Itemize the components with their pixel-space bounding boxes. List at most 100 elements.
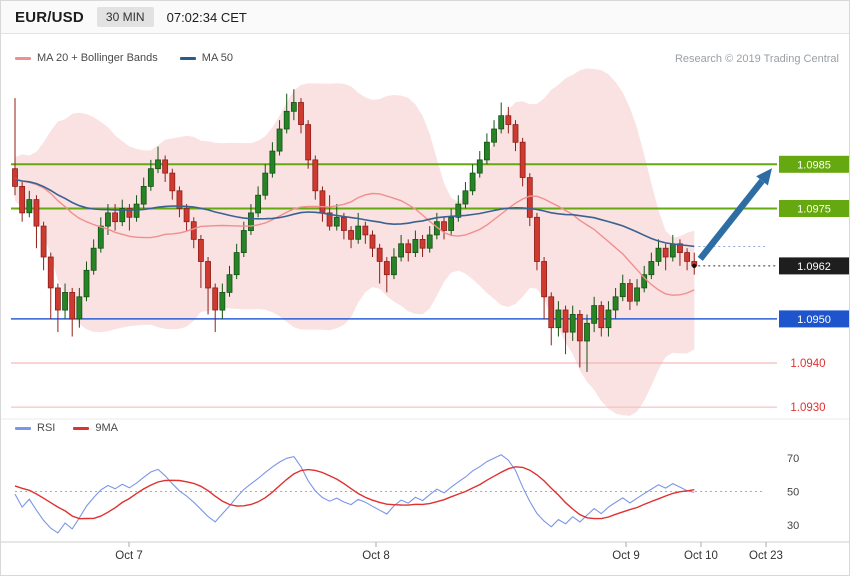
candle (391, 256, 397, 276)
price-level-badge-label: 1.0975 (797, 204, 831, 216)
last-price-dot (692, 263, 697, 269)
candle (83, 269, 90, 298)
candle (305, 124, 312, 161)
symbol-title: EUR/USD (15, 8, 84, 26)
candle (441, 221, 447, 231)
main-legend: MA 20 + Bollinger Bands MA 50 (15, 52, 233, 64)
candle (190, 221, 197, 240)
candle (312, 159, 319, 192)
ma50-swatch-icon (179, 56, 196, 60)
legend-item-9ma: 9MA (73, 422, 118, 434)
forecast-arrow-shaft (697, 178, 765, 261)
candle (233, 252, 240, 276)
candle (605, 309, 612, 329)
x-axis-label: Oct 8 (362, 550, 389, 562)
candle (448, 216, 455, 231)
candle (455, 203, 462, 218)
candle (90, 247, 97, 271)
candle (126, 208, 133, 218)
candle (183, 208, 190, 223)
price-level-badge (779, 200, 849, 217)
candle (62, 291, 68, 311)
legend-label-9ma: 9MA (95, 422, 118, 434)
timeframe-badge[interactable]: 30 MIN (96, 7, 154, 27)
candle (155, 159, 161, 170)
candle (19, 185, 26, 214)
rsi-ma-line (14, 466, 695, 520)
candle (469, 172, 476, 192)
candle (262, 172, 269, 196)
candle (491, 128, 497, 143)
candle (669, 243, 676, 258)
candle (33, 199, 40, 227)
rsi-legend: RSI 9MA (15, 422, 118, 434)
candle (534, 216, 540, 262)
candle (641, 274, 648, 289)
candle (598, 305, 605, 329)
x-axis-label: Oct 9 (612, 550, 639, 562)
candle (483, 141, 490, 161)
candle (240, 230, 247, 254)
candle (298, 102, 304, 126)
rsi-line (14, 454, 695, 534)
candle (197, 238, 204, 262)
candle (340, 216, 347, 231)
candle (648, 261, 655, 276)
candle (419, 238, 426, 249)
candle (398, 243, 405, 258)
bollinger-band (15, 68, 695, 416)
candle (147, 168, 154, 187)
rsi-tick-label: 70 (787, 453, 799, 465)
candle (677, 243, 683, 254)
candle (326, 212, 333, 227)
ma20-bollinger-swatch-icon (15, 56, 31, 60)
x-axis-label: Oct 23 (749, 550, 783, 562)
candle (97, 225, 104, 249)
legend-item-bollinger: MA 20 + Bollinger Bands (15, 52, 158, 64)
rsi-swatch-icon (15, 426, 31, 430)
price-level-badge (779, 155, 849, 173)
candle (383, 261, 390, 276)
candle (584, 322, 590, 342)
candle (255, 194, 262, 214)
candle (555, 309, 562, 329)
candle (426, 234, 433, 249)
candle (569, 313, 576, 333)
legend-item-ma50: MA 50 (179, 52, 233, 64)
rsi-tick-label: 50 (787, 487, 799, 499)
candle (47, 256, 54, 289)
price-level-badge-label: 1.0962 (797, 261, 831, 273)
candle (55, 287, 61, 311)
rsi-tick-label: 30 (787, 520, 799, 532)
price-level-badge-label: 1.0985 (797, 159, 831, 171)
candle (541, 261, 547, 298)
candle (355, 225, 362, 240)
candle (505, 115, 512, 125)
candle (169, 172, 176, 192)
candle (26, 199, 33, 214)
candle (283, 110, 290, 130)
candle (498, 115, 505, 130)
candle (176, 190, 183, 209)
chart-header: EUR/USD 30 MIN 07:02:34 CET (1, 1, 849, 34)
legend-label-ma50: MA 50 (201, 52, 233, 64)
candle (119, 208, 126, 223)
ma50-line (14, 178, 695, 248)
candle (112, 212, 118, 223)
candle (634, 287, 640, 302)
clock-label: 07:02:34 CET (166, 9, 247, 25)
price-level-text-label: 1.0930 (790, 402, 825, 414)
candle (662, 247, 669, 258)
candle (269, 150, 276, 174)
candle (376, 247, 383, 262)
candle (140, 185, 147, 205)
forecast-arrow-head (756, 168, 772, 186)
candle (576, 313, 583, 342)
candle (627, 283, 633, 302)
candle (105, 212, 111, 227)
candle (12, 168, 18, 187)
rsi-9ma-swatch-icon (73, 426, 90, 430)
candle (655, 247, 662, 262)
